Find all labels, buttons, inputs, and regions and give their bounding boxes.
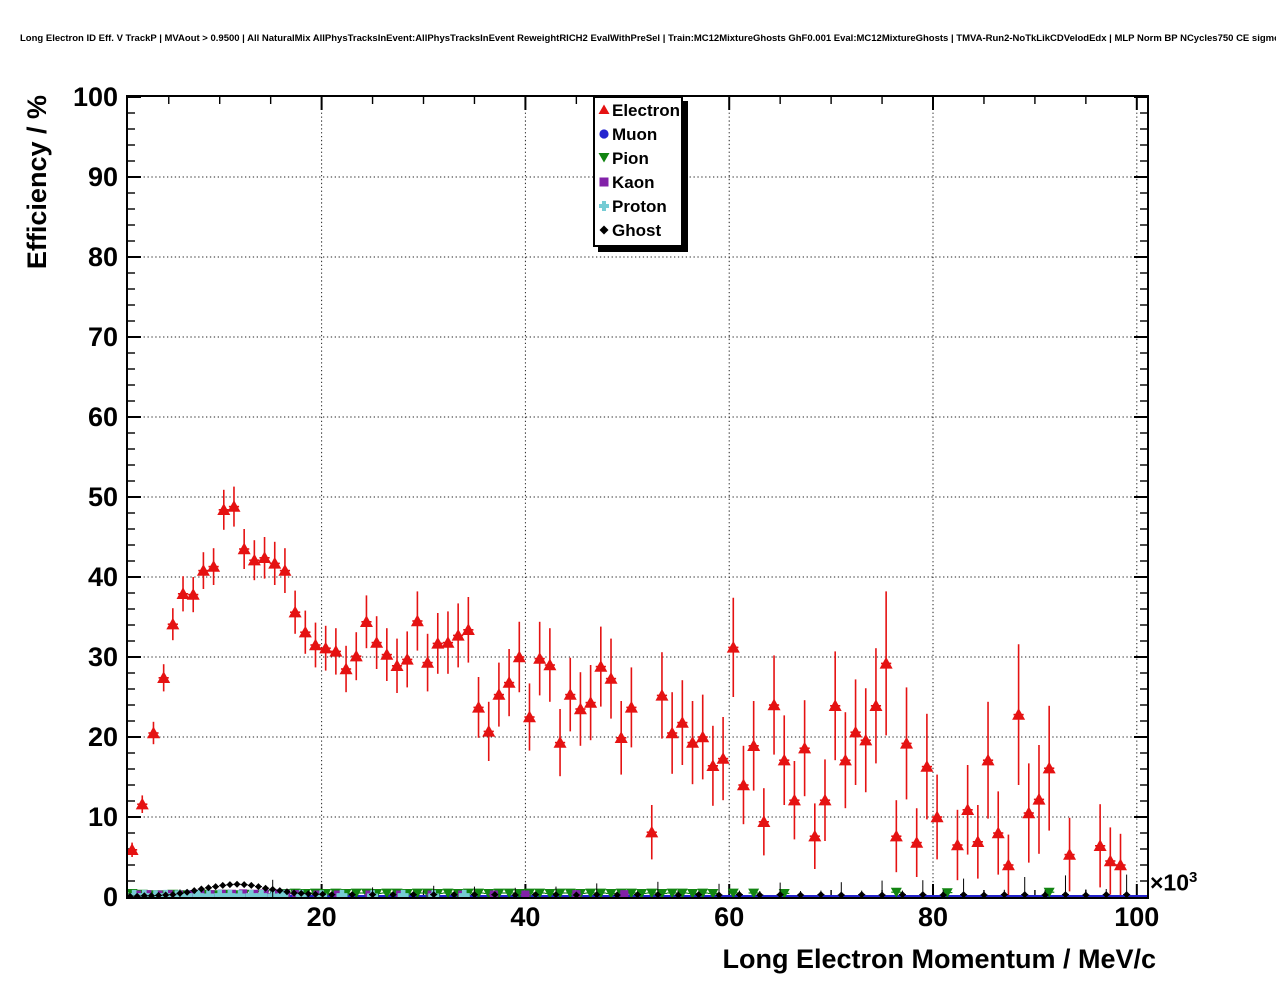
y-tick-label: 30 — [87, 642, 118, 672]
proton-marker-icon — [599, 201, 609, 211]
y-tick-label: 40 — [87, 562, 118, 592]
y-tick-label: 90 — [87, 162, 118, 192]
y-tick-label: 50 — [87, 482, 118, 512]
y-axis-title: Efficiency / % — [22, 95, 52, 270]
kaon-marker-icon — [599, 177, 609, 187]
muon-marker-icon — [599, 129, 609, 139]
legend-item-proton: Proton — [597, 195, 681, 219]
x-tick-label: 20 — [306, 902, 337, 932]
y-tick-label: 70 — [87, 322, 118, 352]
y-tick-label: 60 — [87, 402, 118, 432]
legend-item-pion: Pion — [597, 147, 681, 171]
y-tick-label: 80 — [87, 242, 118, 272]
legend-box[interactable]: Electron Muon Pion Kaon Proton Ghost — [593, 96, 683, 247]
electron-marker-icon — [598, 104, 610, 114]
pion-marker-icon — [598, 153, 610, 163]
y-tick-label: 0 — [102, 882, 118, 912]
legend-label: Electron — [612, 101, 681, 120]
x-axis-exponent: ×103 — [1150, 869, 1198, 896]
legend-item-ghost: Ghost — [597, 219, 681, 243]
x-tick-label: 60 — [714, 902, 745, 932]
y-tick-label: 20 — [87, 722, 118, 752]
legend-item-muon: Muon — [597, 123, 681, 147]
y-tick-label: 100 — [72, 82, 118, 112]
legend-item-kaon: Kaon — [597, 171, 681, 195]
plot-canvas[interactable] — [128, 97, 1147, 897]
x-axis-title: Long Electron Momentum / MeV/c — [722, 944, 1156, 974]
plot-title: Long Electron ID Eff. V TrackP | MVAout … — [20, 33, 1276, 44]
y-tick-label: 10 — [87, 802, 118, 832]
x-tick-label: 100 — [1114, 902, 1160, 932]
x-tick-label: 40 — [510, 902, 541, 932]
x-tick-label: 80 — [917, 902, 949, 932]
legend-label: Proton — [612, 197, 667, 216]
legend-label: Muon — [612, 125, 658, 144]
ghost-marker-icon — [599, 225, 609, 235]
legend-label: Kaon — [612, 173, 655, 192]
legend-item-electron: Electron — [597, 99, 681, 123]
legend-label: Ghost — [612, 221, 662, 240]
legend-label: Pion — [612, 149, 649, 168]
